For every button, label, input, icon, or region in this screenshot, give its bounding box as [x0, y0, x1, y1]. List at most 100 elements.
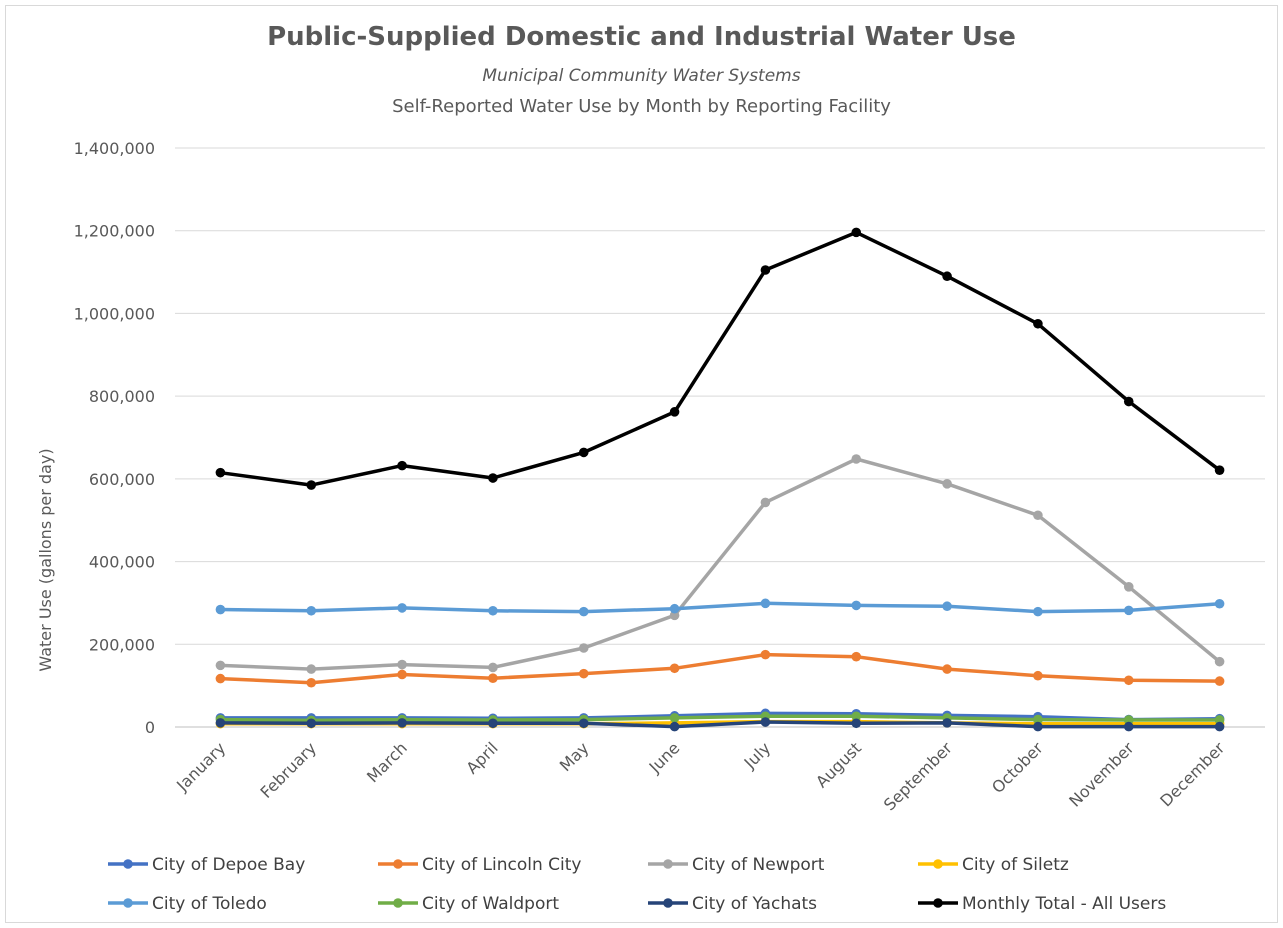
- y-tick-label: 600,000: [89, 470, 155, 489]
- data-point: [1033, 606, 1043, 617]
- data-point: [669, 713, 680, 723]
- data-point: [1033, 714, 1043, 725]
- legend-marker: [933, 859, 943, 869]
- data-point: [942, 664, 952, 674]
- legend-item: City of Toledo: [108, 894, 267, 914]
- legend-label: City of Lincoln City: [422, 855, 581, 875]
- data-point: [215, 467, 226, 478]
- legend-marker: [933, 898, 943, 908]
- data-point: [851, 227, 862, 238]
- y-tick-label: 800,000: [89, 387, 155, 406]
- data-point: [215, 718, 226, 728]
- legend-marker: [663, 898, 673, 908]
- x-tick-label: September: [880, 738, 956, 814]
- x-tick-label: August: [812, 738, 865, 791]
- data-point: [215, 673, 226, 684]
- legend-marker: [393, 859, 403, 869]
- data-point: [1033, 318, 1043, 329]
- data-point: [851, 600, 862, 611]
- x-tick-label: December: [1156, 738, 1228, 810]
- series: [215, 227, 1225, 490]
- legend-marker: [123, 898, 133, 908]
- series-line: [220, 652, 1220, 685]
- data-point: [1033, 721, 1043, 732]
- data-point: [1123, 721, 1134, 732]
- legend-label: City of Toledo: [152, 894, 267, 914]
- data-point: [1214, 598, 1225, 609]
- data-point: [488, 605, 498, 616]
- series-group: [215, 227, 1225, 732]
- legend-item: City of Newport: [648, 855, 825, 875]
- data-point: [1123, 715, 1134, 725]
- series-line: [220, 720, 1220, 729]
- legend-label: City of Siletz: [962, 855, 1069, 875]
- y-tick-label: 1,200,000: [74, 222, 155, 241]
- gridlines: [175, 147, 1265, 728]
- data-point: [760, 649, 771, 660]
- chart-subtitle-italic: Municipal Community Water Systems: [482, 66, 801, 86]
- y-tick-label: 1,400,000: [74, 139, 155, 158]
- data-point: [760, 598, 771, 609]
- x-tick-label: March: [363, 738, 411, 786]
- data-point: [397, 659, 407, 670]
- legend-label: City of Depoe Bay: [152, 855, 305, 875]
- legend-item: City of Lincoln City: [378, 855, 581, 875]
- data-point: [669, 603, 680, 614]
- data-point: [488, 718, 498, 729]
- legend-item: Monthly Total - All Users: [918, 894, 1166, 914]
- y-tick-label: 1,000,000: [74, 304, 155, 323]
- series: [215, 649, 1225, 688]
- x-axis-ticks: January February March April May June July Augu…: [172, 738, 1228, 814]
- legend-item: City of Yachats: [648, 894, 817, 914]
- series-line: [220, 457, 1221, 671]
- data-point: [760, 497, 771, 508]
- data-point: [578, 447, 589, 458]
- data-point: [1123, 581, 1134, 592]
- x-tick-label: January: [172, 738, 229, 795]
- series: [215, 454, 1225, 674]
- data-point: [397, 603, 407, 613]
- series-line: [220, 601, 1220, 614]
- data-point: [760, 265, 771, 275]
- y-axis-label: Water Use (gallons per day): [36, 448, 55, 671]
- data-point: [1123, 396, 1134, 407]
- x-tick-label: July: [740, 738, 774, 772]
- series: [215, 598, 1225, 617]
- x-tick-label: February: [257, 738, 321, 802]
- data-point: [669, 610, 680, 621]
- data-point: [578, 643, 589, 653]
- series-line: [220, 714, 1220, 723]
- x-tick-label: April: [462, 738, 501, 777]
- data-point: [306, 718, 317, 729]
- legend-label: City of Yachats: [692, 894, 817, 914]
- x-tick-label: November: [1065, 738, 1138, 811]
- y-tick-label: 400,000: [89, 553, 155, 572]
- data-point: [942, 718, 952, 728]
- data-point: [851, 454, 862, 464]
- chart-frame: [5, 5, 1278, 923]
- x-tick-label: June: [645, 738, 684, 777]
- data-point: [669, 407, 680, 417]
- data-point: [306, 677, 317, 688]
- data-point: [942, 601, 952, 612]
- data-point: [1123, 605, 1134, 616]
- x-tick-label: May: [556, 738, 593, 775]
- data-point: [306, 480, 317, 490]
- data-point: [306, 664, 317, 674]
- data-point: [669, 721, 680, 732]
- data-point: [1214, 656, 1225, 667]
- data-point: [397, 669, 407, 680]
- data-point: [1033, 510, 1043, 521]
- data-point: [215, 604, 226, 615]
- legend-item: City of Siletz: [918, 855, 1069, 875]
- data-point: [1214, 465, 1225, 475]
- data-point: [851, 718, 862, 729]
- data-point: [215, 660, 226, 671]
- data-point: [942, 271, 952, 282]
- data-point: [1214, 721, 1225, 732]
- data-point: [851, 711, 862, 722]
- data-point: [488, 662, 498, 673]
- data-point: [1033, 670, 1043, 681]
- legend-label: City of Waldport: [422, 894, 559, 914]
